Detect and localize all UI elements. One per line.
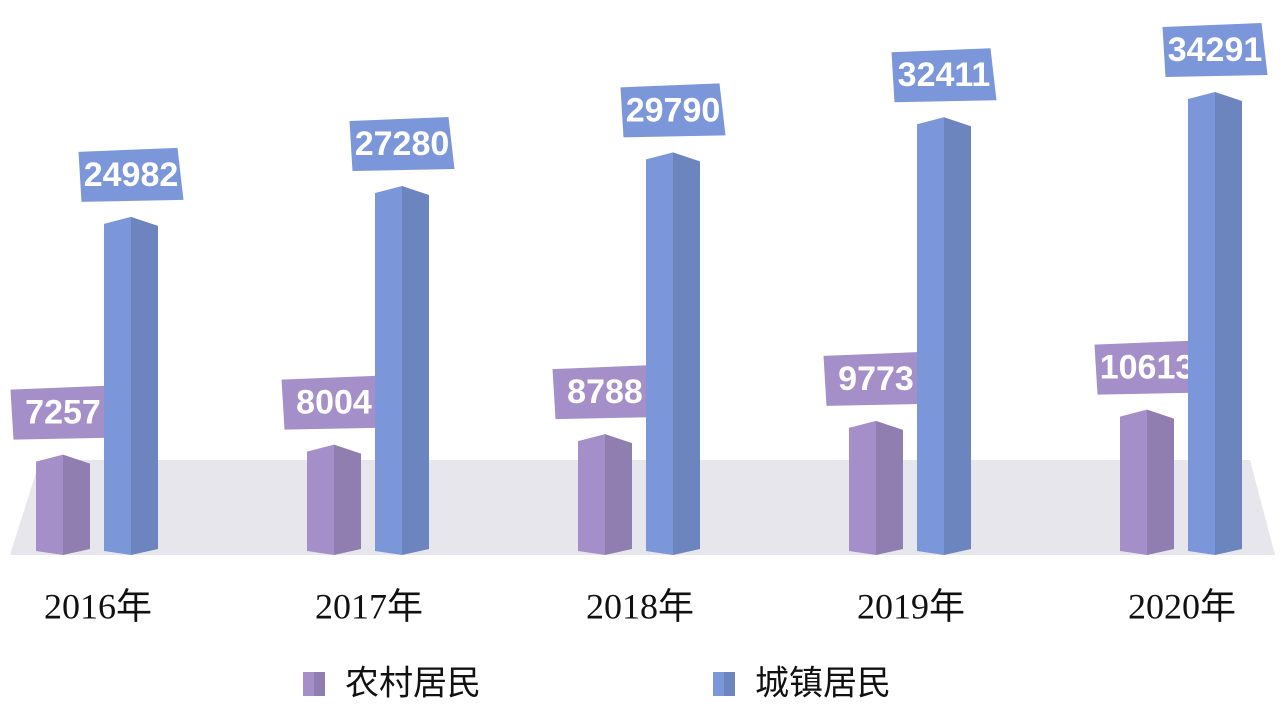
x-tick-label: 2017年: [315, 586, 423, 626]
bar-side: [63, 454, 90, 555]
value-label: 34291: [1168, 31, 1263, 69]
floor: [10, 460, 1275, 555]
bar-side: [944, 117, 971, 555]
label-box: [620, 83, 726, 138]
bar: [307, 444, 361, 555]
bar: [104, 216, 158, 555]
legend-swatch: [713, 672, 724, 696]
label-box: [552, 365, 658, 420]
bar-face: [1188, 92, 1215, 555]
value-label: 29790: [626, 91, 721, 129]
value-label: 24982: [84, 156, 179, 194]
bar-side: [673, 152, 700, 556]
bar-face: [375, 186, 402, 555]
x-tick-label: 2016年: [44, 586, 152, 626]
bar-face: [36, 454, 63, 555]
value-label: 8788: [567, 373, 643, 411]
bar: [375, 186, 429, 555]
bar: [36, 454, 90, 555]
value-label: 9773: [838, 360, 914, 398]
bar-face: [1120, 409, 1147, 555]
x-tick-label: 2020年: [1128, 586, 1236, 626]
value-label: 32411: [898, 56, 991, 94]
bar-side: [334, 444, 361, 555]
bar-face: [104, 216, 131, 555]
label-box: [10, 385, 116, 440]
bar-face: [917, 117, 944, 555]
bar-side: [1215, 92, 1242, 555]
value-label: 8004: [296, 384, 372, 422]
x-tick-label: 2019年: [857, 586, 965, 626]
bar-face: [307, 444, 334, 555]
x-tick-label: 2018年: [586, 586, 694, 626]
bar: [917, 117, 971, 555]
value-label: 27280: [355, 125, 450, 163]
label-box: [891, 48, 997, 103]
legend-label: 城镇居民: [755, 664, 891, 704]
bar-face: [849, 420, 876, 555]
bar-face: [578, 434, 605, 555]
bar-side: [876, 420, 903, 555]
legend-swatch-side: [724, 672, 735, 696]
bar-side: [605, 434, 632, 555]
legend-swatch-side: [314, 672, 325, 696]
legend-label: 农村居民: [345, 664, 481, 704]
bar: [578, 434, 632, 555]
value-label: 10613: [1100, 349, 1195, 387]
label-box: [281, 375, 387, 430]
bar: [849, 420, 903, 555]
label-box: [823, 351, 929, 406]
bar-side: [402, 186, 429, 555]
legend-swatch: [303, 672, 314, 696]
label-box: [349, 117, 455, 172]
bar-side: [131, 216, 158, 555]
label-box: [1162, 23, 1268, 77]
bar-side: [1147, 409, 1174, 555]
bar: [1120, 409, 1174, 555]
bar: [646, 152, 700, 556]
value-label: 7257: [25, 394, 101, 432]
label-box: [1094, 340, 1200, 395]
label-box: [78, 147, 184, 202]
bar-face: [646, 152, 673, 556]
bar: [1188, 92, 1242, 555]
